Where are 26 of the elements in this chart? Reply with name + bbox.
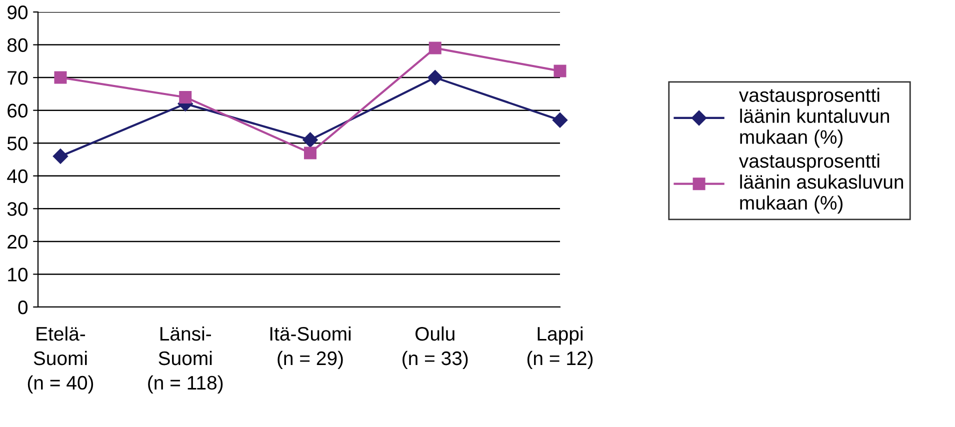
y-tick-label: 80 [7, 38, 28, 52]
x-tick-label: Lappi (n = 12) [527, 326, 593, 370]
point [428, 70, 443, 86]
point [552, 112, 568, 128]
x-tick-label: Länsi- Suomi (n = 118) [148, 326, 223, 394]
x-tick-label: Oulu (n = 33) [402, 326, 468, 370]
point [428, 42, 442, 54]
point [52, 148, 68, 164]
x-tick-label: Etelä- Suomi (n = 40) [28, 326, 94, 394]
y-tick-label: 70 [8, 71, 28, 85]
y-tick-label: 20 [8, 234, 28, 249]
y-tick-label: 60 [8, 104, 28, 118]
y-tick-label: 50 [7, 136, 28, 150]
y-tick-label: 10 [8, 268, 28, 282]
legend-label: vastausprosentti läänin asukasluvun mukaan (%) [738, 154, 904, 214]
y-tick-label: 40 [7, 169, 28, 184]
point [54, 71, 67, 84]
point [302, 132, 318, 148]
legend-label: vastausprosentti läänin kuntaluvun mukaan (%) [738, 88, 889, 148]
point [179, 90, 192, 104]
y-tick-label: 90 [8, 5, 28, 20]
x-tick-label: Itä-Suomi (n = 29) [270, 326, 351, 370]
point [554, 64, 566, 78]
point [304, 146, 316, 160]
y-tick-label: 30 [7, 202, 28, 216]
y-tick-label: 0 [18, 300, 28, 314]
